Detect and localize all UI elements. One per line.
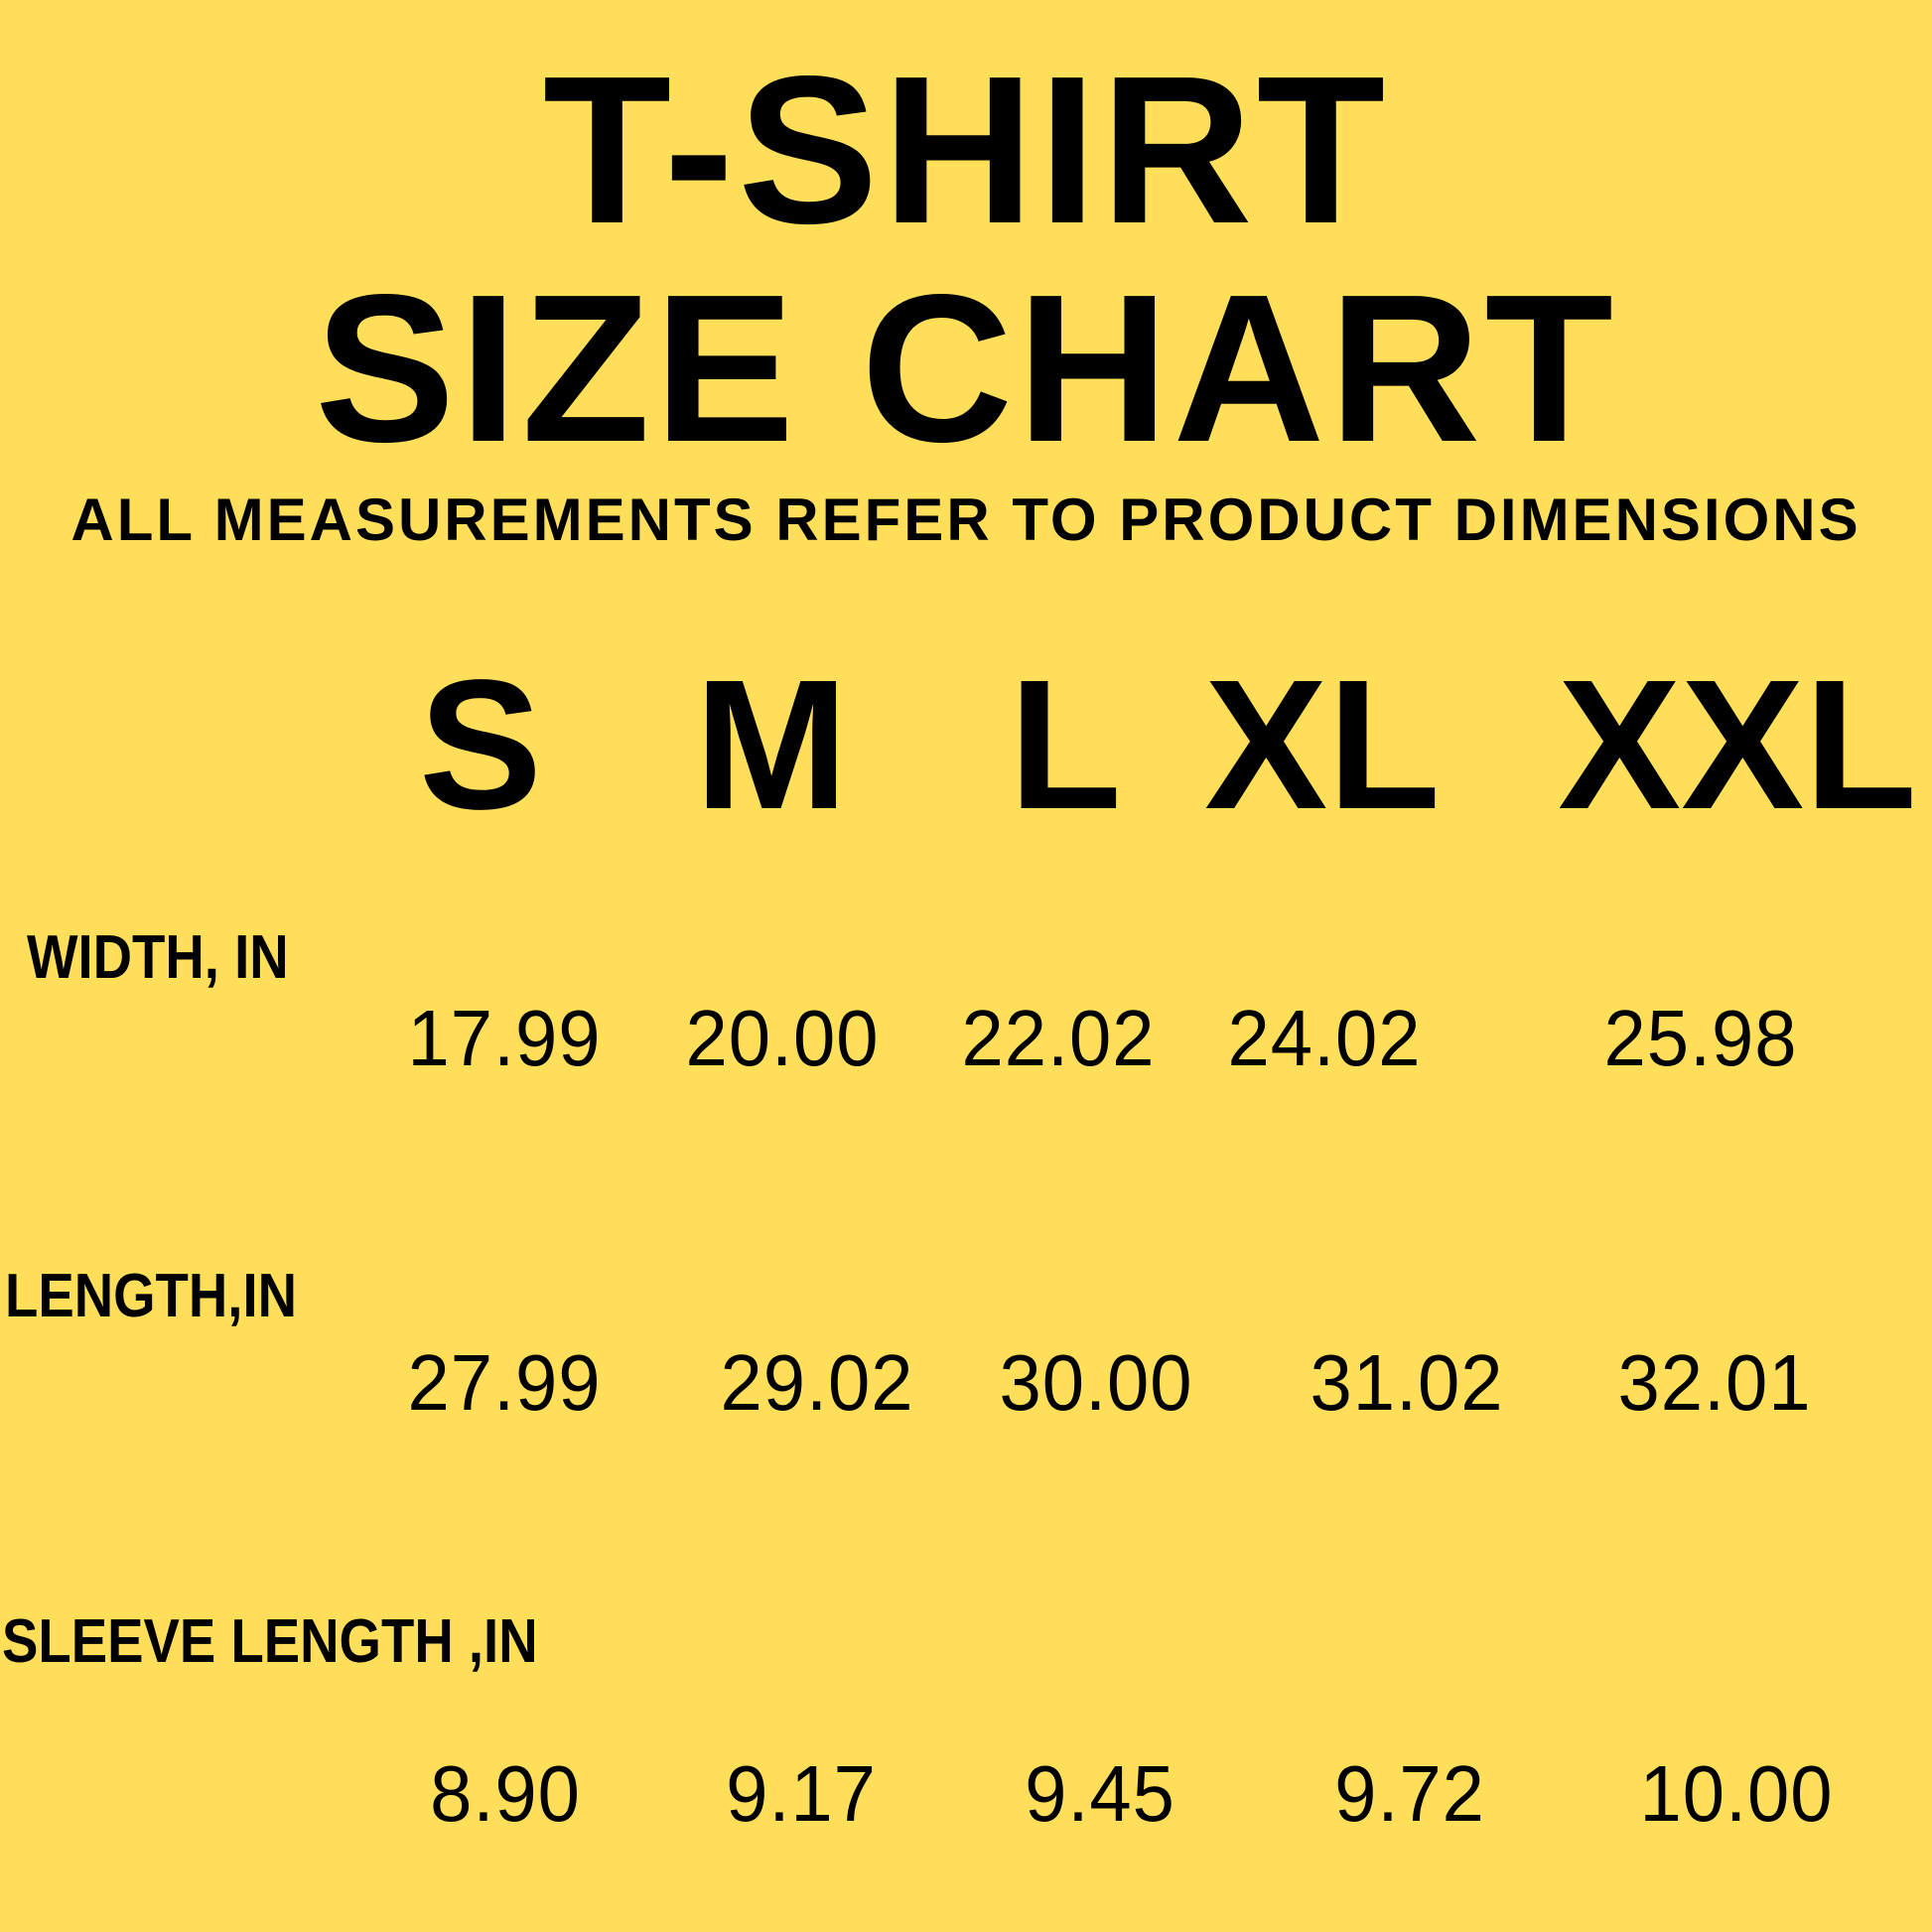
value-sleeve-xl: 9.72 [1334,1749,1485,1838]
value-width-xl: 24.02 [1227,994,1422,1082]
size-header-xxl: XXL [1558,642,1917,848]
value-length-xxl: 32.01 [1617,1338,1812,1427]
row-label-length: LENGTH,IN [5,1262,298,1330]
value-width-l: 22.02 [961,994,1156,1082]
value-sleeve-l: 9.45 [1025,1749,1175,1838]
value-sleeve-s: 8.90 [430,1749,581,1838]
value-sleeve-xxl: 10.00 [1639,1749,1834,1838]
size-header-xl: XL [1204,642,1441,848]
value-sleeve-m: 9.17 [726,1749,877,1838]
title-line-1: T-SHIRT [542,32,1390,267]
value-width-m: 20.00 [685,994,880,1082]
row-label-sleeve-length: SLEEVE LENGTH ,IN [2,1607,538,1676]
subtitle: ALL MEASUREMENTS REFER TO PRODUCT DIMENS… [70,486,1862,553]
title-line-2: SIZE CHART [315,250,1617,485]
value-length-m: 29.02 [720,1338,914,1427]
value-width-xxl: 25.98 [1603,994,1798,1082]
value-length-xl: 31.02 [1310,1338,1504,1427]
row-label-width: WIDTH, IN [27,923,289,992]
size-header-s: S [418,642,543,848]
size-header-m: M [694,642,849,848]
value-length-l: 30.00 [999,1338,1193,1427]
size-header-l: L [1009,642,1122,848]
value-width-s: 17.99 [407,994,602,1082]
value-length-s: 27.99 [407,1338,602,1427]
